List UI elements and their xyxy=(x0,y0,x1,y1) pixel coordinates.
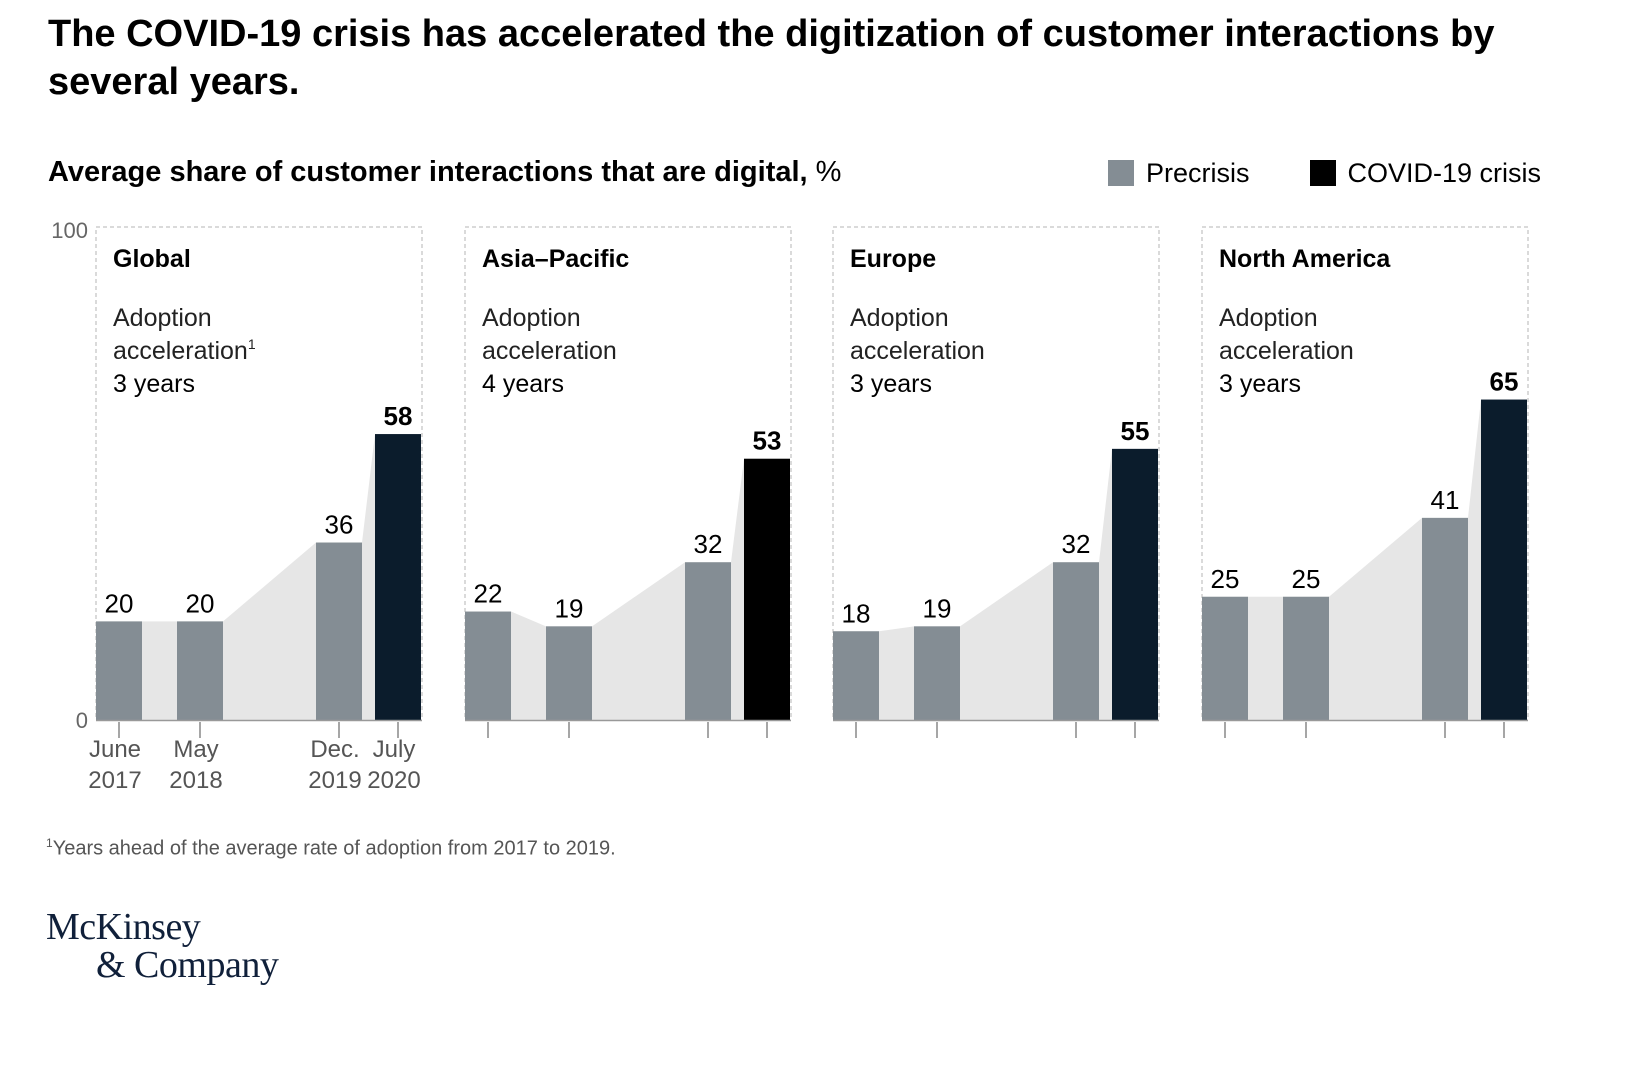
footnote-marker: 1 xyxy=(46,836,53,850)
trend-area xyxy=(833,448,1112,720)
adoption-label-2: acceleration xyxy=(1219,337,1354,365)
adoption-label-2: acceleration1 xyxy=(113,336,256,365)
trend-area xyxy=(96,434,375,720)
chart-subtitle-text: Average share of customer interactions t… xyxy=(48,156,808,188)
page-title: The COVID-19 crisis has accelerated the … xyxy=(48,13,1495,103)
legend-swatch-covid xyxy=(1309,160,1336,186)
footnote: 1Years ahead of the average rate of adop… xyxy=(46,836,616,861)
data-label: 55 xyxy=(1121,416,1150,446)
x-tick-label: 2019 xyxy=(308,767,361,794)
panel-title: Europe xyxy=(850,245,936,273)
data-label: 53 xyxy=(753,426,782,456)
data-label: 20 xyxy=(105,588,134,618)
logo-line-2: & Company xyxy=(96,944,279,986)
bar-precrisis xyxy=(833,631,879,720)
chart-legend: Precrisis COVID-19 crisis xyxy=(1108,156,1541,190)
adoption-label: Adoption xyxy=(113,304,212,332)
data-label: 25 xyxy=(1292,564,1321,594)
bar-covid xyxy=(744,458,790,720)
adoption-label: Adoption xyxy=(1219,304,1318,332)
bar-precrisis xyxy=(685,562,731,720)
bar-precrisis xyxy=(465,611,511,720)
mckinsey-logo: McKinsey & Company xyxy=(46,906,279,986)
x-tick-label: June xyxy=(89,736,141,763)
chart-subtitle: Average share of customer interactions t… xyxy=(48,154,841,190)
footnote-reference: 1 xyxy=(248,336,256,352)
adoption-value: 3 years xyxy=(113,370,195,398)
bar-precrisis xyxy=(177,621,223,720)
chart-subtitle-unit: % xyxy=(815,156,842,188)
x-tick-label: July xyxy=(373,736,416,763)
trend-area xyxy=(1202,399,1481,720)
panel-title: Asia–Pacific xyxy=(482,245,629,273)
data-label: 36 xyxy=(325,510,354,540)
bar-precrisis xyxy=(1202,596,1248,720)
adoption-value: 3 years xyxy=(1219,370,1301,398)
bar-precrisis xyxy=(546,626,592,720)
logo-line-1: McKinsey xyxy=(46,906,201,948)
trend-area xyxy=(465,458,744,720)
data-label: 19 xyxy=(555,593,584,623)
bar-precrisis xyxy=(96,621,142,720)
data-label: 32 xyxy=(1062,529,1091,559)
bar-precrisis xyxy=(1053,562,1099,720)
legend-item-covid: COVID-19 crisis xyxy=(1309,156,1542,190)
x-tick-label: May xyxy=(173,736,218,763)
adoption-value: 3 years xyxy=(850,370,932,398)
footnote-text: Years ahead of the average rate of adopt… xyxy=(52,837,616,860)
bar-covid xyxy=(1112,448,1158,720)
bar-precrisis xyxy=(1422,517,1468,720)
adoption-label-2: acceleration xyxy=(482,337,617,365)
adoption-label: Adoption xyxy=(482,304,581,332)
adoption-value: 4 years xyxy=(482,370,564,398)
data-label: 41 xyxy=(1431,485,1460,515)
x-tick-label: Dec. xyxy=(310,736,359,763)
chart-panel-north-america: 25 25 41 65 North America Adoption acceleratio… xyxy=(1201,226,1529,738)
y-tick-label-min: 0 xyxy=(76,708,88,733)
adoption-label: Adoption xyxy=(850,304,949,332)
data-label: 19 xyxy=(923,593,952,623)
x-tick-label: 2017 xyxy=(88,767,141,794)
bar-covid xyxy=(375,434,421,720)
data-label: 20 xyxy=(186,588,215,618)
data-label: 25 xyxy=(1211,564,1240,594)
legend-swatch-precrisis xyxy=(1108,160,1134,186)
chart-panel-global: 20 20 36 58 Global Adoption acceleration1 3 yea… xyxy=(95,226,423,738)
data-label: 58 xyxy=(384,401,413,431)
data-label: 65 xyxy=(1490,367,1519,397)
x-tick-label: 2018 xyxy=(169,767,222,794)
panel-title: Global xyxy=(113,245,191,273)
bar-precrisis xyxy=(316,542,362,720)
legend-item-precrisis: Precrisis xyxy=(1108,156,1250,190)
legend-label-precrisis: Precrisis xyxy=(1146,158,1250,188)
legend-label-covid: COVID-19 crisis xyxy=(1347,158,1542,188)
bar-precrisis xyxy=(1283,596,1329,720)
bar-precrisis xyxy=(914,626,960,720)
adoption-label-2: acceleration xyxy=(850,337,985,365)
bar-covid xyxy=(1481,399,1527,720)
data-label: 18 xyxy=(842,598,871,628)
chart-panel-asia-pacific: 22 19 32 53 Asia–Pacific Adoption acceleration… xyxy=(464,226,792,738)
y-tick-label-max: 100 xyxy=(51,218,88,243)
data-label: 32 xyxy=(694,529,723,559)
chart-panel-europe: 18 19 32 55 Europe Adoption acceleration 3 year… xyxy=(832,226,1160,738)
data-label: 22 xyxy=(474,579,503,609)
x-tick-label: 2020 xyxy=(367,767,420,794)
panel-title: North America xyxy=(1219,245,1391,273)
